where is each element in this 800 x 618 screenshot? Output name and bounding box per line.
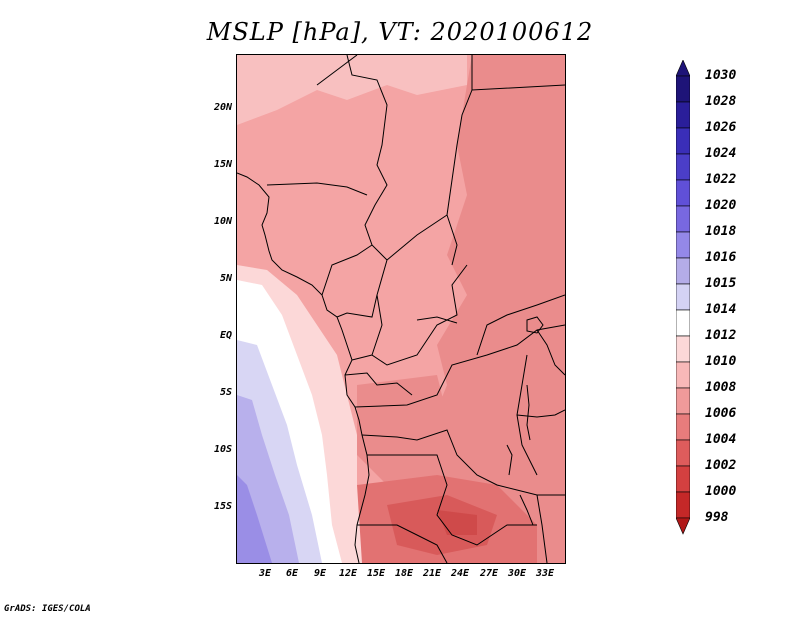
colorbar-label: 1016 bbox=[705, 250, 737, 265]
lon-label: 27E bbox=[479, 568, 499, 579]
lon-label: 12E bbox=[338, 568, 358, 579]
colorbar-swatch bbox=[676, 439, 690, 467]
colorbar-label: 1015 bbox=[705, 276, 737, 291]
colorbar-label: 1026 bbox=[705, 120, 737, 135]
colorbar-swatch bbox=[676, 387, 690, 415]
colorbar-label: 1000 bbox=[705, 484, 737, 499]
lon-label: 24E bbox=[450, 568, 470, 579]
colorbar-label: 1030 bbox=[705, 68, 737, 83]
colorbar-swatch bbox=[676, 205, 690, 233]
colorbar-label: 1018 bbox=[705, 224, 737, 239]
colorbar-label: 998 bbox=[705, 510, 729, 525]
lat-label: EQ bbox=[219, 330, 232, 341]
colorbar-label: 1014 bbox=[705, 302, 737, 317]
lon-label: 9E bbox=[313, 568, 327, 579]
colorbar-swatch bbox=[676, 127, 690, 155]
mslp-field-1018 bbox=[237, 475, 272, 563]
colorbar-label: 1004 bbox=[705, 432, 737, 447]
colorbar-swatch bbox=[676, 413, 690, 441]
colorbar-swatch bbox=[676, 465, 690, 493]
colorbar-swatch bbox=[676, 179, 690, 207]
colorbar-label: 1010 bbox=[705, 354, 737, 369]
colorbar-label: 1022 bbox=[705, 172, 737, 187]
lat-label: 20N bbox=[213, 102, 232, 113]
lakes bbox=[416, 316, 544, 526]
colorbar-label: 1028 bbox=[705, 94, 737, 109]
lat-label: 5N bbox=[219, 273, 232, 284]
colorbar-swatch bbox=[676, 335, 690, 363]
mslp-field-1012-north bbox=[237, 55, 467, 125]
mslp-map bbox=[236, 54, 566, 564]
colorbar-swatch bbox=[676, 257, 690, 285]
colorbar-label: 1024 bbox=[705, 146, 737, 161]
colorbar-bottom-arrow bbox=[676, 517, 690, 535]
lon-label: 30E bbox=[507, 568, 527, 579]
colorbar-label: 1002 bbox=[705, 458, 737, 473]
lat-label: 5S bbox=[219, 387, 232, 398]
colorbar-swatch bbox=[676, 309, 690, 337]
colorbar bbox=[676, 60, 690, 535]
lon-label: 18E bbox=[394, 568, 414, 579]
lat-label: 10S bbox=[213, 444, 232, 455]
credit-text: GrADS: IGES/COLA bbox=[4, 604, 91, 614]
lat-label: 15N bbox=[213, 159, 232, 170]
colorbar-swatch bbox=[676, 231, 690, 259]
lon-label: 21E bbox=[422, 568, 442, 579]
lat-label: 10N bbox=[213, 216, 232, 227]
colorbar-label: 1006 bbox=[705, 406, 737, 421]
colorbar-label: 1012 bbox=[705, 328, 737, 343]
country-borders bbox=[237, 55, 565, 563]
colorbar-swatch bbox=[676, 101, 690, 129]
colorbar-swatch bbox=[676, 491, 690, 519]
lon-label: 3E bbox=[258, 568, 272, 579]
lon-label: 15E bbox=[366, 568, 386, 579]
mslp-field-1008-central bbox=[357, 375, 447, 485]
mslp-field-1008-east bbox=[417, 55, 565, 563]
colorbar-label: 1008 bbox=[705, 380, 737, 395]
colorbar-label: 1020 bbox=[705, 198, 737, 213]
colorbar-swatch bbox=[676, 153, 690, 181]
lon-label: 33E bbox=[535, 568, 555, 579]
lat-label: 15S bbox=[213, 501, 232, 512]
colorbar-swatch bbox=[676, 75, 690, 103]
colorbar-swatch bbox=[676, 361, 690, 389]
colorbar-swatch bbox=[676, 283, 690, 311]
colorbar-top-arrow bbox=[676, 60, 690, 77]
lon-label: 6E bbox=[285, 568, 299, 579]
map-title: MSLP [hPa], VT: 2020100612 bbox=[206, 18, 594, 46]
mslp-field-1004 bbox=[387, 495, 497, 555]
